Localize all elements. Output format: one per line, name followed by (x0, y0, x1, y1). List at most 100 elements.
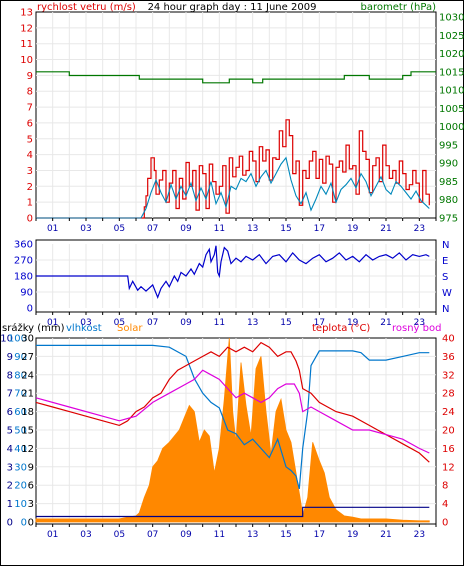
x-tick-label: 13 (247, 318, 258, 328)
solar-tick-label: 15 (21, 426, 34, 437)
solar-tick-label: 27 (21, 352, 34, 363)
compass-tick-label: S (442, 272, 448, 283)
x-tick-label: 03 (80, 224, 91, 234)
solar-tick-label: 12 (21, 444, 34, 455)
pressure-tick-label: 980 (439, 195, 458, 206)
solar-tick-label: 21 (21, 389, 34, 400)
rain-line (36, 506, 430, 518)
x-tick-label: 05 (114, 318, 125, 328)
compass-tick-label: W (442, 288, 452, 299)
x-tick-label: 09 (180, 530, 192, 540)
wind-tick-label: 1 (27, 198, 33, 209)
x-tick-label: 15 (280, 224, 291, 234)
x-tick-label: 05 (114, 530, 125, 540)
solar-tick-label: 18 (21, 407, 34, 418)
humidity-tick-label: 50 (14, 426, 27, 437)
x-tick-label: 07 (147, 530, 158, 540)
rain-tick-label: 4 (7, 444, 13, 455)
wind-direction-line (36, 245, 430, 299)
dewpoint-axis-label: rosný bod (392, 322, 441, 334)
humidity-tick-label: 80 (14, 370, 27, 381)
wind-average-line (36, 156, 430, 219)
pressure-tick-label: 985 (439, 177, 458, 188)
x-tick-label: 13 (247, 530, 258, 540)
compass-tick-label: N (442, 304, 449, 315)
direction-tick-label: 180 (14, 272, 33, 283)
humidity-tick-label: 40 (14, 444, 27, 455)
x-tick-label: 15 (280, 318, 291, 328)
x-tick-label: 11 (214, 530, 225, 540)
wind-tick-label: 13 (20, 8, 33, 19)
wind-tick-label: 11 (20, 39, 33, 50)
x-tick-label: 07 (147, 318, 158, 328)
pressure-tick-label: 1000 (439, 122, 464, 133)
solar-area (35, 337, 430, 523)
direction-tick-label: 270 (14, 256, 33, 267)
rain-tick-label: 6 (7, 407, 13, 418)
temperature-tick-label: 36 (442, 352, 455, 363)
pressure-tick-label: 995 (439, 140, 458, 151)
humidity-tick-label: 60 (14, 407, 27, 418)
direction-tick-label: 360 (14, 240, 33, 251)
temperature-tick-label: 16 (442, 444, 455, 455)
x-tick-label: 15 (280, 530, 291, 540)
temperature-tick-label: 4 (442, 499, 448, 510)
x-tick-label: 23 (414, 530, 425, 540)
rain-tick-label: 3 (7, 462, 13, 473)
temperature-tick-label: 0 (442, 518, 448, 529)
pressure-tick-label: 990 (439, 159, 458, 170)
pressure-tick-label: 1015 (439, 67, 464, 78)
solar-tick-label: 6 (28, 481, 34, 492)
humidity-tick-label: 20 (14, 481, 27, 492)
rain-axis-label: srážky (mm) (2, 322, 65, 334)
x-tick-label: 03 (80, 318, 91, 328)
x-tick-label: 21 (380, 530, 391, 540)
wind-tick-label: 6 (27, 118, 33, 129)
rain-tick-label: 5 (7, 426, 13, 437)
temperature-axis-label: teplota (°C) (312, 323, 370, 334)
rain-tick-label: 9 (7, 352, 13, 363)
x-tick-label: 17 (314, 224, 325, 234)
x-tick-label: 17 (314, 318, 325, 328)
dewpoint-line (35, 369, 430, 454)
wind-tick-label: 10 (20, 55, 33, 66)
solar-tick-label: 3 (28, 499, 34, 510)
chart-title: 24 hour graph day : 11 June 2009 (148, 2, 317, 13)
x-tick-label: 19 (347, 224, 359, 234)
x-tick-label: 05 (114, 224, 125, 234)
temperature-tick-label: 28 (442, 389, 455, 400)
wind-tick-label: 3 (27, 166, 33, 177)
pressure-tick-label: 1020 (439, 49, 464, 60)
pressure-tick-label: 1025 (439, 31, 464, 42)
x-tick-label: 23 (414, 224, 425, 234)
pressure-tick-label: 975 (439, 214, 458, 225)
rain-tick-label: 7 (7, 389, 13, 400)
humidity-tick-label: 0 (21, 518, 27, 529)
x-tick-label: 07 (147, 224, 158, 234)
wind-tick-label: 8 (27, 87, 33, 98)
wind-tick-label: 7 (27, 103, 33, 114)
x-tick-label: 13 (247, 224, 258, 234)
wind-tick-label: 0 (27, 214, 33, 225)
humidity-line (36, 344, 430, 490)
x-tick-label: 17 (314, 530, 325, 540)
wind-axis-label: rychlost vetru (m/s) (37, 2, 136, 13)
solar-tick-label: 9 (28, 462, 34, 473)
x-tick-label: 23 (414, 318, 425, 328)
compass-tick-label: N (442, 240, 449, 251)
humidity-tick-label: 10 (14, 499, 27, 510)
rain-tick-label: 10 (0, 334, 13, 345)
rain-tick-label: 1 (7, 499, 13, 510)
x-tick-label: 11 (214, 224, 225, 234)
wind-tick-label: 12 (20, 23, 33, 34)
direction-tick-label: 0 (27, 304, 33, 315)
humidity-tick-label: 100 (8, 334, 27, 345)
wind-tick-label: 5 (27, 134, 33, 145)
wind-tick-label: 2 (27, 182, 33, 193)
rain-tick-label: 0 (7, 518, 13, 529)
temperature-tick-label: 8 (442, 481, 448, 492)
x-tick-label: 19 (347, 318, 359, 328)
x-tick-label: 01 (47, 530, 58, 540)
compass-tick-label: E (442, 256, 448, 267)
